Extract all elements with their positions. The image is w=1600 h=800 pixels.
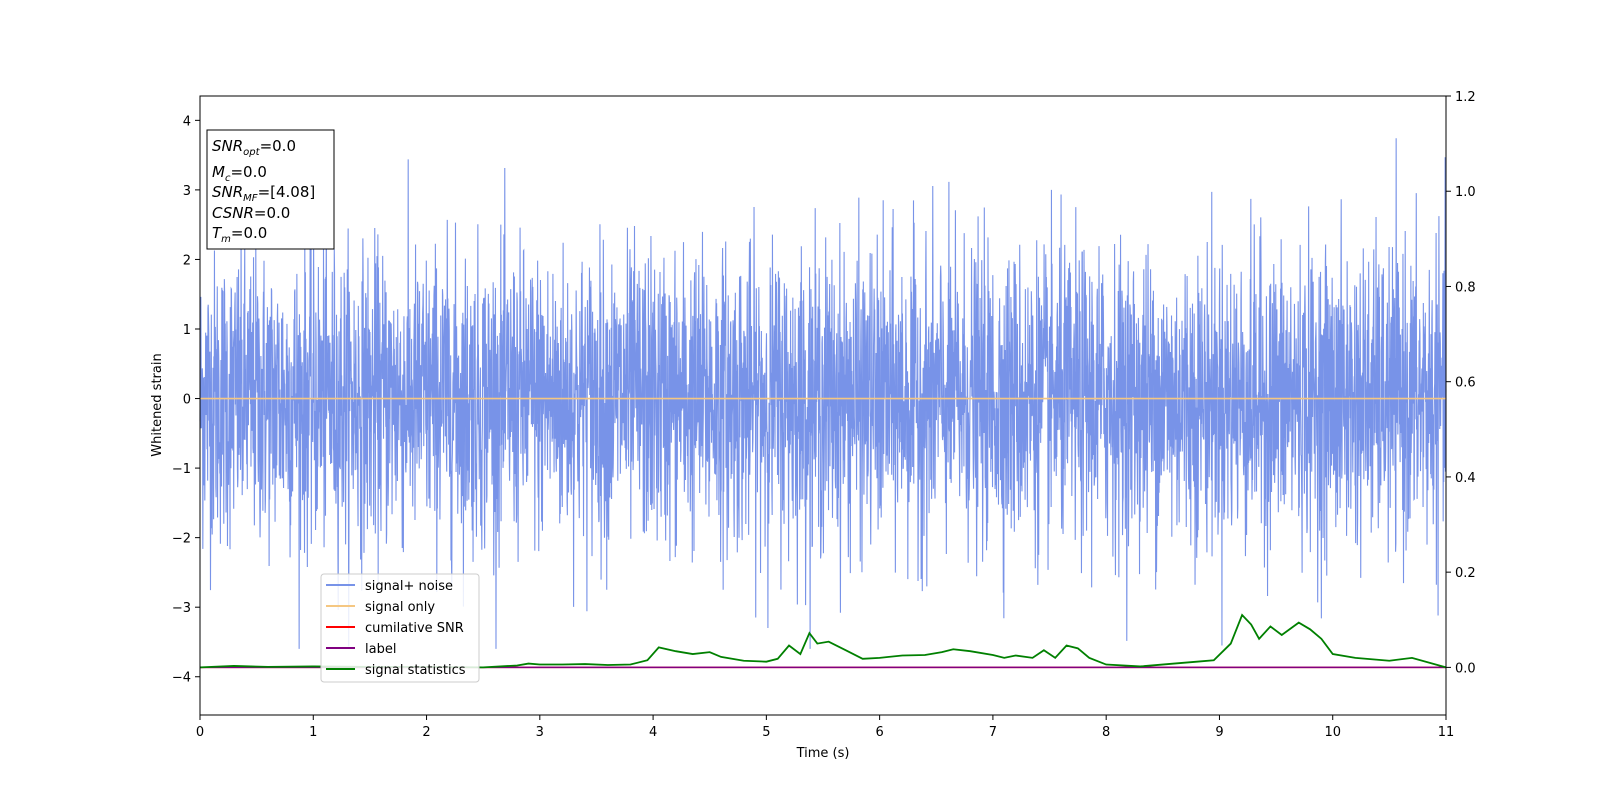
y-tick-label: 3 [183, 184, 191, 199]
x-axis-label: Time (s) [796, 746, 850, 761]
y-axis: 4 3 2 1 0 −1 −2 −3 −4 [172, 114, 200, 686]
x-tick-label: 3 [536, 725, 544, 740]
x-tick-label: 11 [1438, 725, 1455, 740]
y-tick-label: 4 [183, 114, 191, 129]
x-tick-label: 4 [649, 725, 657, 740]
y2-tick-label: 0.0 [1455, 661, 1476, 676]
x-tick-label: 1 [309, 725, 317, 740]
y2-axis: 1.2 1.0 0.8 0.6 0.4 0.2 0.0 [1446, 90, 1476, 676]
legend: signal+ noise signal only cumilative SNR… [320, 573, 480, 683]
y2-tick-label: 0.8 [1455, 280, 1476, 295]
y2-tick-label: 0.6 [1455, 376, 1476, 391]
y-tick-label: −1 [172, 462, 191, 477]
info-box-frame [206, 129, 335, 250]
legend-frame [320, 573, 480, 683]
series-signal-statistics [199, 613, 1447, 669]
legend-label-cumulative-snr: cumilative SNR [365, 621, 464, 636]
y2-tick-label: 0.4 [1455, 471, 1476, 486]
y-tick-label: −3 [172, 601, 191, 616]
legend-label-signal-noise: signal+ noise [365, 579, 453, 594]
y-tick-label: 0 [183, 393, 191, 408]
noise-series [199, 138, 1447, 649]
series-signal-noise [199, 138, 1447, 649]
legend-label-signal-statistics: signal statistics [365, 663, 466, 678]
y2-tick-label: 1.2 [1455, 90, 1476, 105]
x-tick-label: 2 [422, 725, 430, 740]
plot-frame [199, 95, 1447, 716]
x-tick-label: 0 [196, 725, 204, 740]
y-tick-label: −2 [172, 532, 191, 547]
x-tick-label: 5 [762, 725, 770, 740]
y2-tick-label: 0.2 [1455, 566, 1476, 581]
legend-label-label: label [365, 642, 396, 657]
x-axis: 0 1 2 3 4 5 6 7 8 9 10 11 [196, 715, 1454, 740]
info-tm: Tm=0.0 [212, 224, 267, 245]
y2-tick-label: 1.0 [1455, 185, 1476, 200]
y-tick-label: 2 [183, 253, 191, 268]
info-csnr: CSNR=0.0 [212, 204, 290, 222]
y-tick-label: 1 [183, 323, 191, 338]
info-snr-mf: SNRMF=[4.08] [212, 183, 315, 204]
x-tick-label: 6 [875, 725, 883, 740]
info-box: SNRopt=0.0 Mc=0.0 SNRMF=[4.08] CSNR=0.0 … [206, 129, 335, 250]
y-axis-label: Whitened strain [150, 353, 165, 456]
info-mc: Mc=0.0 [212, 163, 267, 184]
x-tick-label: 8 [1102, 725, 1110, 740]
info-snr-opt: SNRopt=0.0 [212, 137, 296, 158]
y-tick-label: −4 [172, 671, 191, 686]
legend-label-signal-only: signal only [365, 600, 435, 615]
x-tick-label: 7 [989, 725, 997, 740]
x-tick-label: 9 [1215, 725, 1223, 740]
x-tick-label: 10 [1324, 725, 1341, 740]
